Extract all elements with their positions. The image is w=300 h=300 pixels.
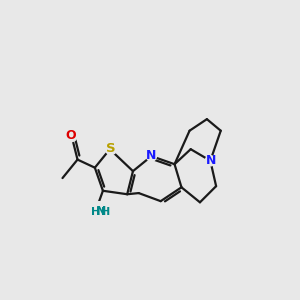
Text: N: N bbox=[206, 154, 216, 167]
Text: S: S bbox=[106, 142, 116, 155]
Circle shape bbox=[67, 131, 77, 142]
Circle shape bbox=[205, 156, 215, 166]
Text: N: N bbox=[95, 205, 106, 218]
Text: O: O bbox=[65, 129, 76, 142]
Text: N: N bbox=[146, 149, 157, 162]
Circle shape bbox=[105, 142, 117, 154]
Circle shape bbox=[90, 202, 108, 219]
Circle shape bbox=[146, 151, 157, 161]
Text: H: H bbox=[101, 207, 111, 217]
Text: H: H bbox=[91, 207, 100, 217]
